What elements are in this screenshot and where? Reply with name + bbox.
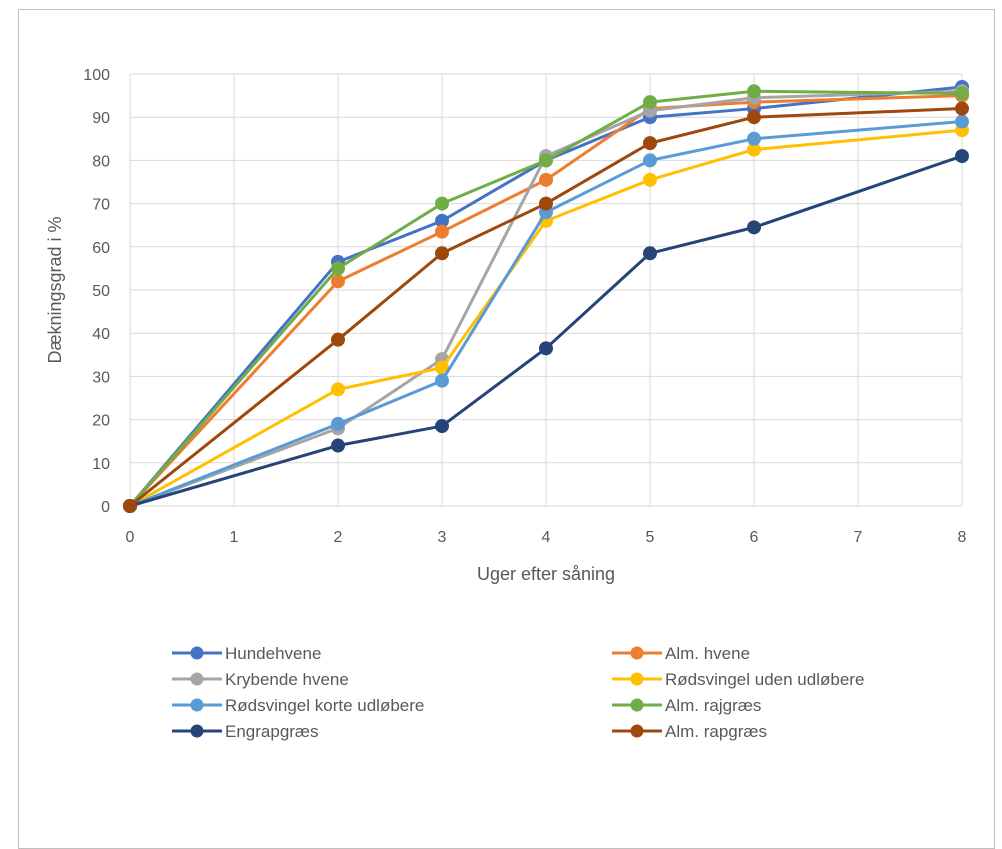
legend-swatch-marker: [191, 647, 204, 660]
legend-label: Krybende hvene: [225, 670, 349, 689]
x-tick-label: 8: [958, 529, 967, 546]
data-point: [956, 102, 969, 115]
y-axis-ticks: 0 10 20 30 40 50 60 70 80 90 100: [83, 67, 110, 516]
x-axis-ticks: 0 1 2 3 4 5 6 7 8: [126, 529, 967, 546]
data-point: [332, 439, 345, 452]
data-point: [540, 197, 553, 210]
legend-item: Alm. rapgræs: [612, 722, 767, 741]
y-tick-label: 20: [92, 413, 110, 430]
legend-swatch-marker: [631, 647, 644, 660]
data-point: [748, 221, 761, 234]
legend-swatch-marker: [631, 673, 644, 686]
data-point: [644, 96, 657, 109]
data-point: [644, 247, 657, 260]
legend-label: Alm. hvene: [665, 644, 750, 663]
coverage-line-chart: 0 10 20 30 40 50 60 70 80 90 100 0 1 2 3 4 5 6 7 8 Uger ef…: [0, 0, 1002, 828]
x-tick-label: 5: [646, 529, 655, 546]
legend-swatch-marker: [191, 725, 204, 738]
data-point: [436, 374, 449, 387]
gridlines: [130, 74, 962, 506]
x-tick-label: 6: [750, 529, 759, 546]
data-point: [644, 137, 657, 150]
data-point: [436, 197, 449, 210]
x-axis-title: Uger efter såning: [477, 564, 615, 584]
data-point: [540, 154, 553, 167]
legend-label: Engrapgræs: [225, 722, 319, 741]
data-point: [124, 500, 137, 513]
y-tick-label: 60: [92, 240, 110, 257]
y-tick-label: 90: [92, 110, 110, 127]
legend-item: Hundehvene: [172, 644, 321, 663]
legend-label: Rødsvingel korte udløbere: [225, 696, 424, 715]
data-point: [748, 85, 761, 98]
data-point: [748, 132, 761, 145]
data-point: [956, 87, 969, 100]
data-point: [332, 275, 345, 288]
y-tick-label: 30: [92, 369, 110, 386]
legend-item: Alm. rajgræs: [612, 696, 761, 715]
data-point: [644, 173, 657, 186]
legend-label: Alm. rajgræs: [665, 696, 761, 715]
x-tick-label: 7: [854, 529, 863, 546]
legend-item: Rødsvingel uden udløbere: [612, 670, 864, 689]
y-tick-label: 80: [92, 153, 110, 170]
x-tick-label: 3: [438, 529, 447, 546]
y-tick-label: 100: [83, 67, 110, 84]
y-tick-label: 50: [92, 283, 110, 300]
data-point: [956, 115, 969, 128]
data-point: [436, 247, 449, 260]
legend-swatch-marker: [631, 699, 644, 712]
legend-label: Hundehvene: [225, 644, 321, 663]
data-point: [540, 342, 553, 355]
data-point: [540, 173, 553, 186]
legend-swatch-marker: [191, 699, 204, 712]
x-tick-label: 0: [126, 529, 135, 546]
y-tick-label: 40: [92, 326, 110, 343]
data-point: [956, 150, 969, 163]
legend-label: Rødsvingel uden udløbere: [665, 670, 864, 689]
legend-item: Krybende hvene: [172, 670, 349, 689]
x-tick-label: 4: [542, 529, 551, 546]
y-tick-label: 70: [92, 197, 110, 214]
legend: Hundehvene Alm. hvene Krybende hvene Rødsvi…: [172, 644, 864, 741]
y-tick-label: 10: [92, 456, 110, 473]
legend-label: Alm. rapgræs: [665, 722, 767, 741]
data-point: [748, 111, 761, 124]
data-point: [332, 333, 345, 346]
legend-item: Engrapgræs: [172, 722, 319, 741]
data-point: [644, 154, 657, 167]
legend-swatch-marker: [191, 673, 204, 686]
y-axis-title: Dækningsgrad i %: [45, 216, 65, 363]
data-point: [332, 262, 345, 275]
legend-item: Rødsvingel korte udløbere: [172, 696, 424, 715]
data-point: [436, 225, 449, 238]
legend-item: Alm. hvene: [612, 644, 750, 663]
legend-swatch-marker: [631, 725, 644, 738]
x-tick-label: 2: [334, 529, 343, 546]
data-point: [436, 420, 449, 433]
x-tick-label: 1: [230, 529, 239, 546]
y-tick-label: 0: [101, 499, 110, 516]
data-point: [332, 383, 345, 396]
data-point: [332, 417, 345, 430]
